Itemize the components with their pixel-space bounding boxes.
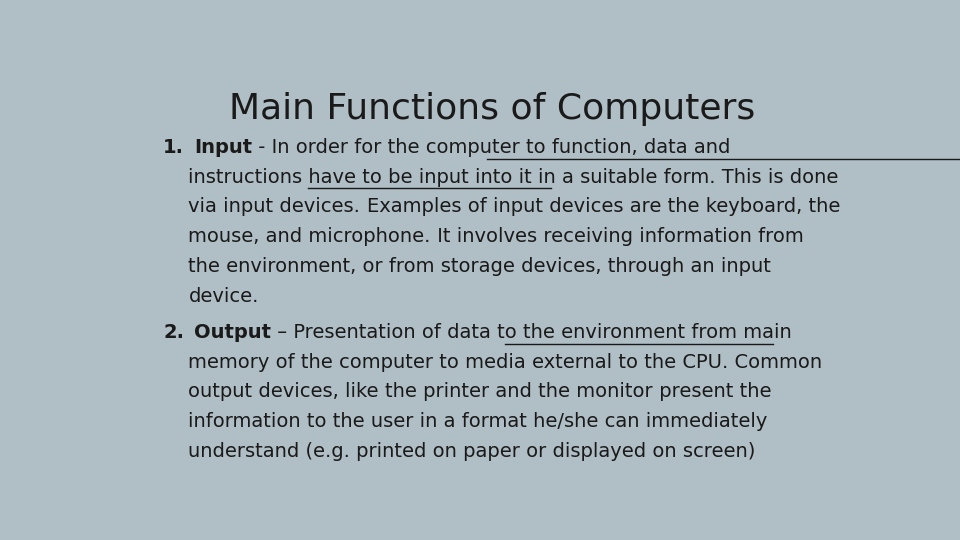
Text: Main Functions of Computers: Main Functions of Computers: [228, 92, 756, 126]
Text: Output: Output: [194, 322, 272, 342]
Text: understand (e.g. printed on paper or displayed on screen): understand (e.g. printed on paper or dis…: [188, 442, 756, 461]
Text: the printer and the monitor: the printer and the monitor: [385, 382, 653, 401]
Text: via input devices.: via input devices.: [188, 198, 367, 217]
Text: the environment, or from storage devices, through an input: the environment, or from storage devices…: [188, 258, 771, 276]
Text: It involves receiving information from: It involves receiving information from: [431, 227, 804, 246]
Text: Input: Input: [194, 138, 252, 157]
Text: device.: device.: [188, 287, 259, 306]
Text: instructions have to be input into it in a suitable form. This is done: instructions have to be input into it in…: [188, 167, 839, 186]
Text: Examples of input devices are the keyboard, the: Examples of input devices are the keyboa…: [367, 198, 840, 217]
Text: memory of the computer to media external to the CPU. Common: memory of the computer to media external…: [188, 353, 823, 372]
Text: – Presentation of data to the environment from main: – Presentation of data to the environmen…: [272, 322, 792, 342]
Text: output devices, like: output devices, like: [188, 382, 385, 401]
Text: 1.: 1.: [163, 138, 184, 157]
Text: information to the user in a format he/she can immediately: information to the user in a format he/s…: [188, 413, 768, 431]
Text: - In order for the computer to function, data and: - In order for the computer to function,…: [252, 138, 731, 157]
Text: mouse, and microphone.: mouse, and microphone.: [188, 227, 431, 246]
Text: present the: present the: [653, 382, 771, 401]
Text: 2.: 2.: [163, 322, 184, 342]
